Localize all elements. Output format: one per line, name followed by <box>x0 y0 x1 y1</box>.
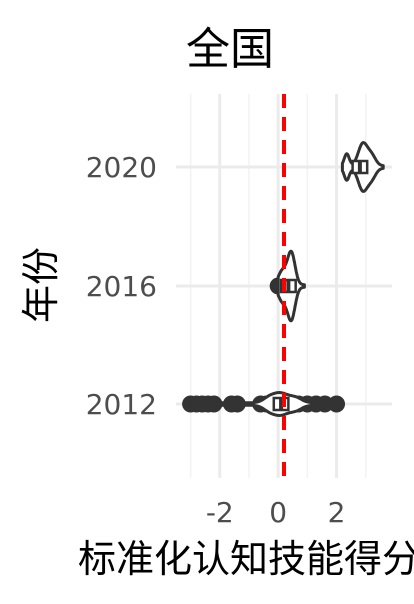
chart-title: 全国 <box>186 24 274 75</box>
y-axis-label: 年份 <box>19 247 63 323</box>
x-tick-label: -2 <box>206 496 234 529</box>
x-tick-label: 0 <box>269 496 287 529</box>
y-tick-label: 2016 <box>86 270 157 303</box>
x-tick-labels: -2 0 2 <box>206 496 346 529</box>
violin-2012 <box>189 391 338 417</box>
x-tick-label: 2 <box>328 496 346 529</box>
y-tick-label: 2012 <box>86 388 157 421</box>
y-tick-labels: 2012 2016 2020 <box>86 151 157 421</box>
y-tick-label: 2020 <box>86 151 157 184</box>
x-axis-label: 标准化认知技能得分 <box>78 537 414 581</box>
